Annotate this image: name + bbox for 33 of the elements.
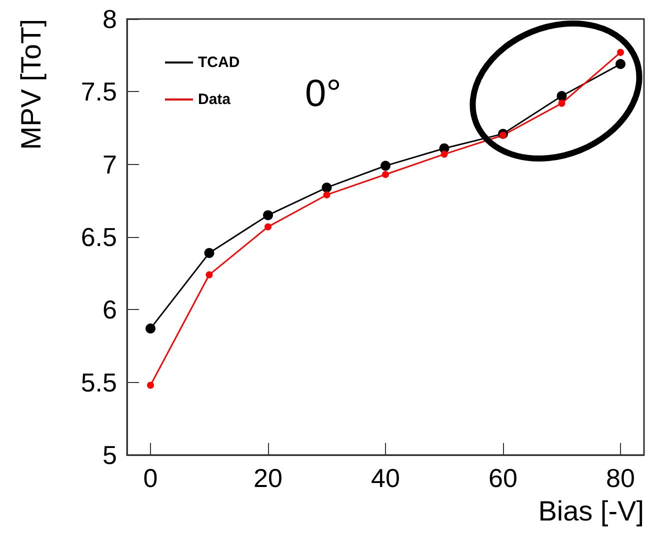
annotation: 0° <box>305 73 342 115</box>
point <box>616 59 626 70</box>
point <box>322 182 332 193</box>
legend-label: TCAD <box>198 54 240 71</box>
y-tick-label: 5.5 <box>80 367 117 398</box>
point <box>500 132 506 139</box>
point <box>264 223 272 230</box>
point <box>558 100 566 107</box>
point <box>380 160 390 171</box>
x-tick-label: 80 <box>606 463 635 493</box>
point <box>323 191 330 198</box>
point <box>617 48 624 56</box>
point <box>263 210 273 220</box>
y-tick-label: 6.5 <box>80 222 117 252</box>
y-axis-title: MPV [ToT] <box>16 19 46 150</box>
point <box>382 171 389 178</box>
point <box>147 382 154 389</box>
point <box>204 248 214 258</box>
point <box>440 150 448 158</box>
x-axis-title: Bias [-V] <box>538 496 644 526</box>
point <box>556 91 567 102</box>
x-tick-label: 60 <box>488 463 518 493</box>
y-tick-label: 7.5 <box>80 76 117 107</box>
point <box>206 271 213 278</box>
y-tick-label: 5 <box>102 440 117 470</box>
x-tick-label: 40 <box>371 463 400 493</box>
y-tick-label: 8 <box>102 4 117 34</box>
y-tick-label: 7 <box>102 149 117 180</box>
y-tick-label: 6 <box>102 294 117 325</box>
point <box>146 324 156 334</box>
legend-label: Data <box>198 91 232 108</box>
x-tick-label: 0 <box>143 463 158 493</box>
x-tick-label: 20 <box>254 463 282 493</box>
